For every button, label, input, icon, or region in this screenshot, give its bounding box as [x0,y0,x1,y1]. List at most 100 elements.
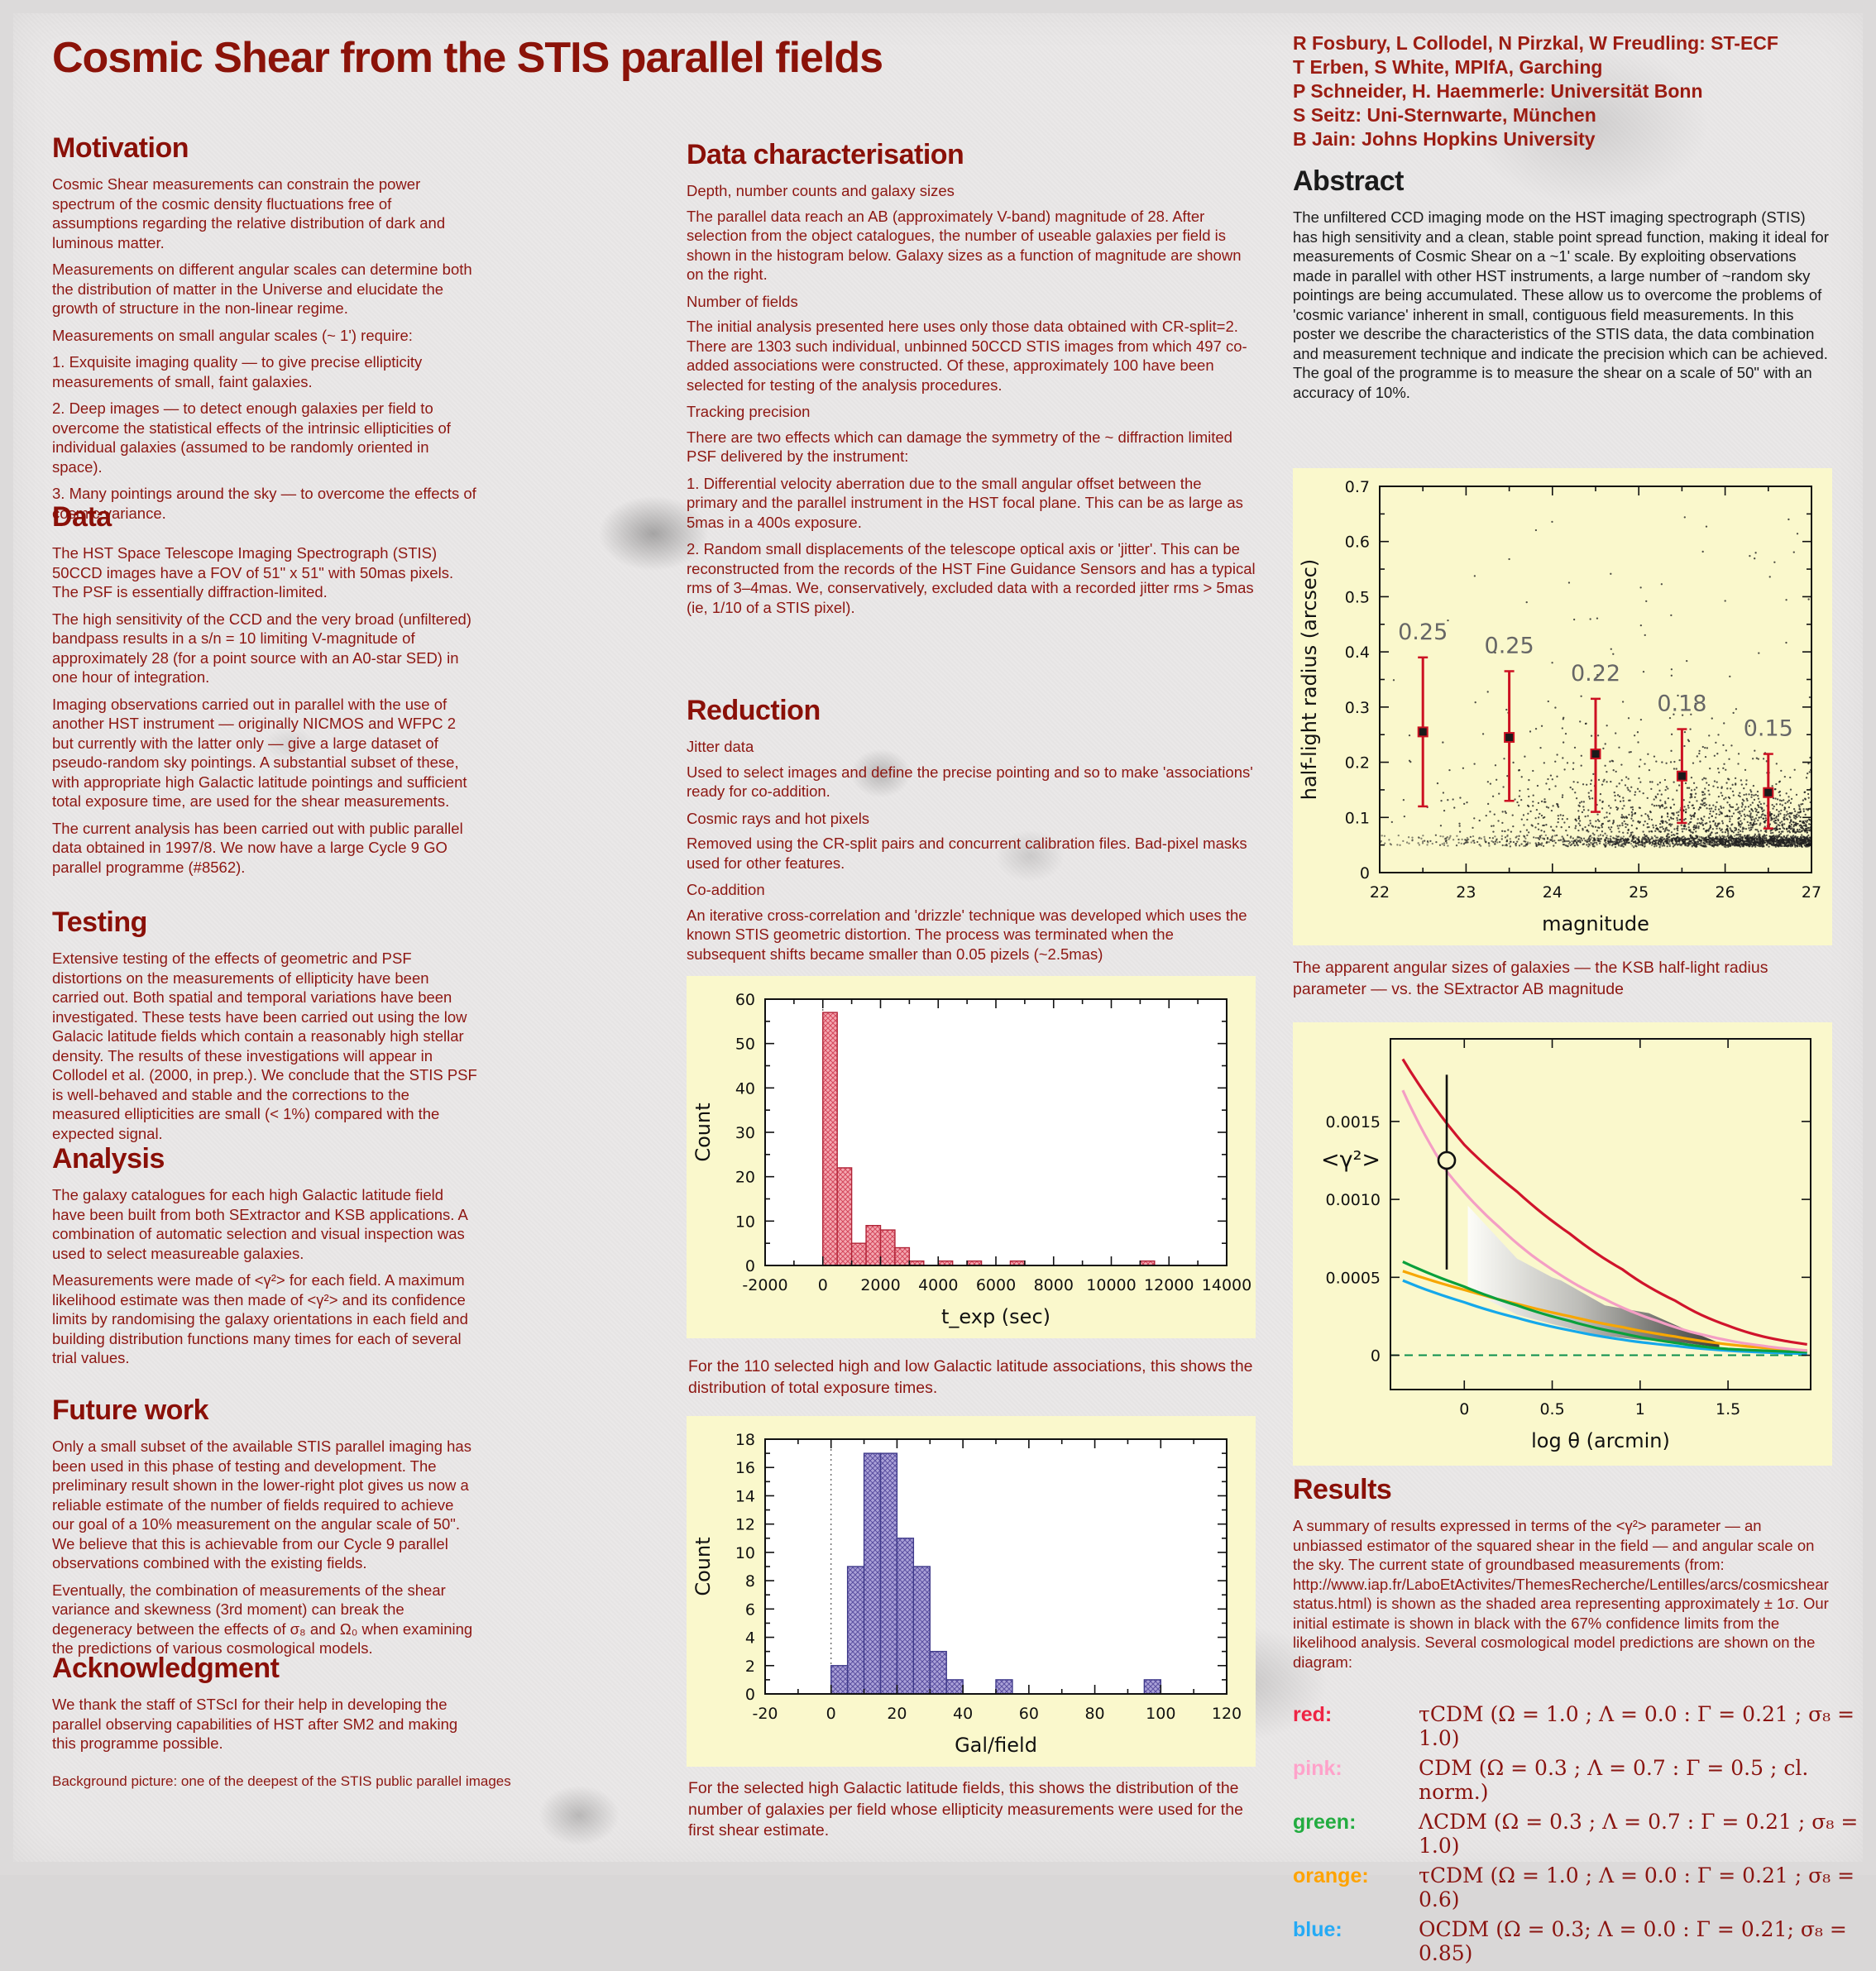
legend-row-green: green: ΛCDM (Ω = 0.3 ; Λ = 0.7 : Γ = 0.2… [1293,1810,1876,1858]
svg-text:0.7: 0.7 [1345,478,1370,496]
svg-text:4000: 4000 [918,1276,958,1294]
svg-text:0.3: 0.3 [1345,699,1370,717]
svg-text:0.15: 0.15 [1744,716,1793,742]
svg-text:-20: -20 [752,1705,778,1723]
svg-text:0.25: 0.25 [1398,620,1448,645]
svg-text:16: 16 [735,1459,755,1477]
legend-row-red: red: τCDM (Ω = 1.0 ; Λ = 0.0 : Γ = 0.21 … [1293,1702,1876,1750]
svg-text:30: 30 [735,1124,755,1142]
svg-text:22: 22 [1370,883,1390,902]
model-legend: red: τCDM (Ω = 1.0 ; Λ = 0.0 : Γ = 0.21 … [1293,1702,1876,1971]
svg-text:0.5: 0.5 [1345,588,1370,606]
section-testing: Testing Extensive testing of the effects… [52,907,478,1151]
svg-text:2000: 2000 [860,1276,900,1294]
abstract-text: The unfiltered CCD imaging mode on the H… [1293,208,1829,401]
svg-text:6: 6 [745,1600,755,1619]
svg-text:10000: 10000 [1086,1276,1136,1294]
legend-color-label: orange: [1293,1864,1369,1887]
data-paragraph: The high sensitivity of the CCD and the … [52,610,471,687]
motivation-paragraph: Measurements on different angular scales… [52,261,472,317]
svg-text:1.5: 1.5 [1716,1400,1740,1418]
analysis-paragraph: Measurements were made of <γ²> for each … [52,1271,468,1366]
data-paragraph: The current analysis has been carried ou… [52,819,463,876]
section-future-work: Future work Only a small subset of the a… [52,1395,478,1666]
legend-row-blue: blue: OCDM (Ω = 0.3; Λ = 0.0 : Γ = 0.21;… [1293,1917,1876,1965]
legend-color-label: pink: [1293,1757,1342,1780]
reduction-paragraph: Used to select images and define the pre… [687,763,1253,801]
motivation-paragraph: Cosmic Shear measurements can constrain … [52,175,446,251]
svg-text:Count: Count [692,1537,715,1595]
svg-text:25: 25 [1629,883,1649,902]
svg-text:0: 0 [826,1705,836,1723]
svg-text:12000: 12000 [1144,1276,1194,1294]
subheading-cosmic-rays: Cosmic rays and hot pixels [687,809,870,827]
panel-texp-histogram: -2000 0 2000 4000 6000 8000 10000 12000 14000 0 10… [687,976,1256,1338]
testing-heading: Testing [52,907,147,938]
author-list: R Fosbury, L Collodel, N Pirzkal, W Freu… [1293,31,1868,151]
subheading-jitter-data: Jitter data [687,738,754,755]
motivation-heading: Motivation [52,132,189,164]
svg-text:14000: 14000 [1202,1276,1251,1294]
legend-model-text: τCDM (Ω = 1.0 ; Λ = 0.0 : Γ = 0.21 ; σ₈ … [1419,1702,1855,1750]
section-abstract: Abstract The unfiltered CCD imaging mode… [1293,165,1832,409]
legend-row-pink: pink: CDM (Ω = 0.3 ; Λ = 0.7 : Γ = 0.5 ;… [1293,1756,1876,1804]
legend-model-text: CDM (Ω = 0.3 ; Λ = 0.7 : Γ = 0.5 ; cl. n… [1419,1756,1809,1804]
svg-text:8000: 8000 [1034,1276,1074,1294]
results-text: A summary of results expressed in terms … [1293,1517,1829,1671]
legend-color-label: blue: [1293,1918,1342,1941]
legend-model-text: ΛCDM (Ω = 0.3 ; Λ = 0.7 : Γ = 0.21 ; σ₈ … [1419,1810,1859,1858]
reduction-paragraph: An iterative cross-correlation and 'driz… [687,906,1247,963]
svg-text:6000: 6000 [976,1276,1016,1294]
author-line: P Schneider, H. Haemmerle: Universität B… [1293,80,1703,102]
future-work-paragraph: Only a small subset of the available STI… [52,1438,471,1572]
panel-galfield-histogram: -20 0 20 40 60 80 100 120 0 2 4 6 8 10 12 14 16 18 Gal/fie… [687,1416,1256,1767]
svg-text:Count: Count [692,1103,715,1161]
svg-text:0.18: 0.18 [1657,691,1706,717]
author-line: T Erben, S White, MPIfA, Garching [1293,56,1603,78]
svg-text:0.25: 0.25 [1485,633,1534,658]
results-heading: Results [1293,1474,1392,1505]
data-heading: Data [52,501,112,533]
abstract-heading: Abstract [1293,165,1404,197]
data-paragraph: The HST Space Telescope Imaging Spectrog… [52,544,454,600]
svg-text:10: 10 [735,1213,755,1231]
author-line: S Seitz: Uni-Sternwarte, München [1293,104,1596,126]
size-magnitude-scatter-chart: 0.25 0.25 0.22 0.18 0.15 22 23 24 25 26 27 0 0.1 0.2 0… [1298,478,1821,935]
svg-text:0: 0 [1459,1400,1469,1418]
svg-text:12: 12 [735,1516,755,1534]
svg-text:50: 50 [735,1036,755,1054]
svg-text:10: 10 [735,1544,755,1562]
svg-text:0.4: 0.4 [1345,643,1370,662]
section-data: Data The HST Space Telescope Imaging Spe… [52,501,478,884]
svg-text:40: 40 [953,1705,973,1723]
svg-text:0.2: 0.2 [1345,754,1370,773]
subheading-depth-counts: Depth, number counts and galaxy sizes [687,182,955,199]
svg-text:24: 24 [1543,883,1563,902]
svg-text:0.0005: 0.0005 [1326,1269,1381,1287]
motivation-paragraph: 2. Deep images — to detect enough galaxi… [52,399,451,476]
subheading-co-addition: Co-addition [687,881,765,898]
scatter-caption: The apparent angular sizes of galaxies —… [1293,959,1768,998]
svg-text:4: 4 [745,1629,755,1648]
motivation-paragraph: 1. Exquisite imaging quality — to give p… [52,353,423,390]
legend-model-text: OCDM (Ω = 0.3; Λ = 0.0 : Γ = 0.21; σ₈ = … [1419,1917,1847,1965]
acknowledgment-heading: Acknowledgment [52,1653,280,1684]
future-work-heading: Future work [52,1395,209,1426]
svg-text:0.6: 0.6 [1345,533,1370,552]
future-work-paragraph: Eventually, the combination of measureme… [52,1581,473,1658]
panel-shear-variance-plot: 0 0.5 1 1.5 0 0.0005 0.0010 0.0015 log θ (arcmin… [1293,1022,1832,1466]
section-acknowledgment: Acknowledgment We thank the staff of STS… [52,1653,478,1761]
svg-text:0: 0 [818,1276,828,1294]
data-characterisation-paragraph: 1. Differential velocity aberration due … [687,474,1243,531]
texp-histogram-chart: -2000 0 2000 4000 6000 8000 10000 12000 14000010… [692,991,1251,1328]
svg-text:0: 0 [745,1686,755,1704]
motivation-paragraph: 3. Many pointings around the sky — to ov… [52,485,476,522]
galfield-histogram-chart: -20 0 20 40 60 80 100 120024681012141618Gal/fie… [692,1431,1242,1757]
motivation-paragraph: Measurements on small angular scales (~ … [52,326,413,344]
data-characterisation-paragraph: The parallel data reach an AB (approxima… [687,207,1242,284]
svg-text:120: 120 [1212,1705,1242,1723]
section-analysis: Analysis The galaxy catalogues for each … [52,1143,478,1375]
poster-title: Cosmic Shear from the STIS parallel fiel… [52,34,883,82]
svg-text:26: 26 [1716,883,1735,902]
